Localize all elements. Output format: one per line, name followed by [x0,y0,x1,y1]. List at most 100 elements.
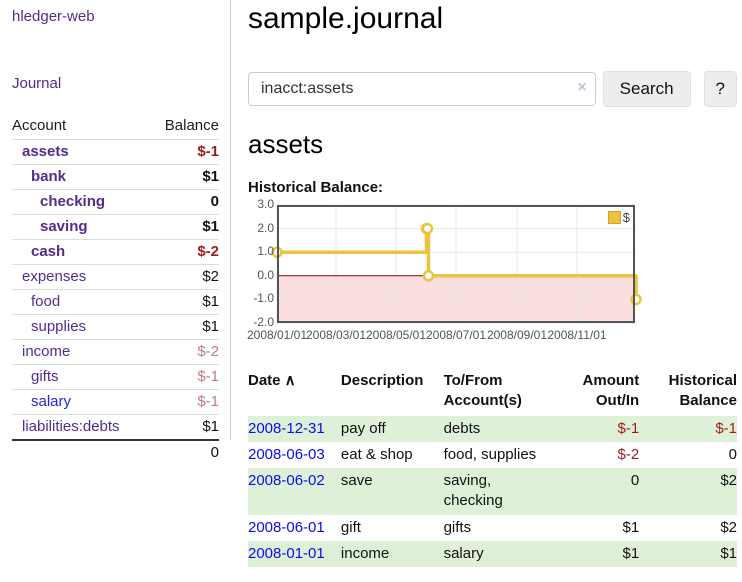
search-box: × [248,72,596,106]
transaction-balance: $2 [720,518,737,536]
transaction-date-link[interactable]: 2008-12-31 [248,419,325,437]
account-balance: $2 [149,264,219,290]
register-row: 2008-06-01 gift gifts $1 $2 [248,515,737,541]
account-balance: $1 [149,289,219,315]
transaction-balance: 0 [728,445,737,463]
transaction-date-link[interactable]: 2008-06-01 [248,518,325,536]
transaction-description: income [340,544,390,562]
y-tick-label: 2.0 [257,220,274,235]
transaction-accounts: debts [443,419,481,437]
legend-swatch [607,211,621,224]
account-link[interactable]: salary [31,393,72,410]
transaction-description: save [340,472,373,489]
account-link[interactable]: bank [31,168,67,185]
account-row: cash $-2 [12,239,219,265]
account-row: bank $1 [12,164,219,190]
register-header-row: Date ∧ Description To/From Account(s) Amoun… [248,369,737,416]
transaction-amount: $-2 [617,445,640,463]
account-row: assets $-1 [12,139,219,165]
column-header-accounts: To/From Account(s) [443,372,522,410]
accounts-header-account: Account [12,117,67,134]
chart-plot-area: $ [271,204,642,324]
register-table: Date ∧ Description To/From Account(s) Amoun… [248,369,737,567]
column-header-description: Description [340,372,424,389]
legend-label: $ [622,210,630,225]
transaction-description: gift [340,518,361,536]
account-link[interactable]: liabilities:debts [22,418,120,435]
account-balance: $-2 [149,239,219,265]
account-row: expenses $2 [12,264,219,290]
account-link[interactable]: supplies [31,318,87,335]
transaction-accounts: gifts [443,518,472,536]
y-tick-label: -1.0 [253,291,274,306]
account-link[interactable]: income [22,343,71,360]
sidebar: hledger-web Journal Account Balance asse… [0,0,231,465]
transaction-balance: $-1 [715,419,737,437]
y-tick-label: 3.0 [257,197,274,211]
search-button[interactable]: Search [602,71,691,107]
sidebar-item-journal[interactable]: Journal [12,75,62,92]
account-link[interactable]: gifts [31,368,59,385]
account-link[interactable]: expenses [22,268,87,285]
column-header-date[interactable]: Date ∧ [248,372,296,389]
total-spacer [12,439,150,465]
account-link[interactable]: food [31,293,61,310]
transaction-description: pay off [340,419,386,437]
search-form: × Search ? [248,71,737,107]
transaction-balance: $1 [720,544,737,562]
sidebar-total-balance: 0 [149,439,219,465]
chart-title: Historical Balance: [248,179,384,196]
accounts-table: Account Balance assets $-1 bank $1 checking 0… [12,114,219,465]
transaction-amount: $1 [622,544,640,562]
register-row: 2008-12-31 pay off debts $-1 $-1 [248,415,737,442]
account-balance: $-1 [149,139,219,165]
sidebar-total-row: 0 [12,439,219,465]
transaction-amount: 0 [630,472,640,489]
help-button[interactable]: ? [703,71,737,107]
clear-search-icon[interactable]: × [577,79,587,96]
account-balance: $1 [149,314,219,340]
x-tick-label: 2008/11/01 [547,328,607,342]
main-content: sample.journal × Search ? assets Histori… [246,0,737,567]
account-link[interactable]: cash [31,243,66,260]
account-row: saving $1 [12,214,219,240]
y-tick-label: -2.0 [253,315,274,329]
account-row: food $1 [12,289,219,315]
transaction-accounts: saving, checking [443,472,503,510]
x-tick-label: 2008/01/01 [246,328,308,342]
register-row: 2008-01-01 income salary $1 $1 [248,540,737,567]
transaction-description: eat & shop [340,445,413,463]
account-heading: assets [248,129,324,159]
sort-ascending-icon: ∧ [280,372,296,389]
account-balance: $1 [149,414,219,440]
balance-chart-svg [271,204,642,324]
account-link[interactable]: saving [40,218,88,235]
transaction-balance: $2 [720,472,737,489]
account-balance: $-1 [149,389,219,415]
y-tick-label: 0.0 [257,267,274,282]
column-header-amount: Amount Out/In [582,372,640,410]
column-header-balance: Historical Balance [668,372,737,410]
x-tick-label: 2008/09/01 [486,328,547,342]
account-balance: $-1 [149,364,219,390]
account-link[interactable]: assets [22,143,69,160]
account-balance: $-2 [149,339,219,365]
register-row: 2008-06-03 eat & shop food, supplies $-2 0 [248,442,737,468]
account-row: income $-2 [12,339,219,365]
transaction-date-link[interactable]: 2008-06-03 [248,445,325,463]
account-row: salary $-1 [12,389,219,415]
app-title-link[interactable]: hledger-web [12,8,95,25]
x-tick-label: 2008/03/01 [305,328,367,342]
chart-legend: $ [607,210,630,225]
account-balance: $1 [149,214,219,240]
transaction-accounts: salary [443,544,484,562]
accounts-table-header-row: Account Balance [12,114,219,140]
account-link[interactable]: checking [40,193,106,210]
transaction-date-link[interactable]: 2008-01-01 [248,544,325,562]
transaction-date-link[interactable]: 2008-06-02 [248,472,325,489]
transaction-amount: $1 [622,518,640,536]
accounts-header-balance: Balance [164,117,219,134]
transaction-accounts: food, supplies [443,445,537,463]
search-input[interactable] [248,72,596,106]
